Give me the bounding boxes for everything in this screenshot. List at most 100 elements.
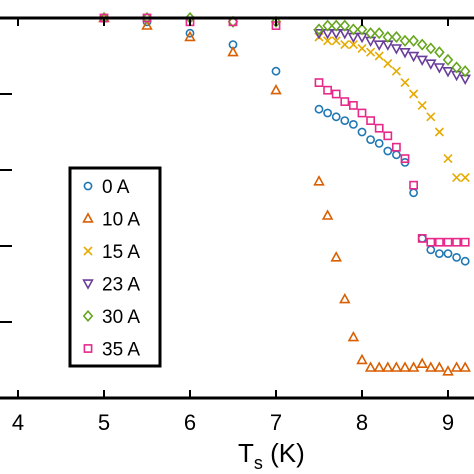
data-point [331,36,341,46]
legend-label: 0 A [102,177,130,198]
data-point [452,252,461,262]
data-point [399,361,411,372]
data-point [390,44,403,55]
data-point [382,30,394,44]
legend-entry: 35 A [83,340,140,361]
data-point [417,233,427,243]
data-point [391,30,402,44]
data-point [399,34,411,47]
data-point [227,45,239,57]
data-point [339,292,351,304]
legend-marker [83,344,93,353]
data-point [460,237,470,247]
legend-marker [82,309,94,323]
x-tick-label: 5 [98,410,110,435]
data-point [434,249,444,258]
data-point [443,237,453,247]
data-point [323,85,332,95]
data-point [425,59,437,70]
data-point [314,78,324,87]
data-point [459,361,471,372]
data-point [417,100,427,110]
data-point [366,135,375,144]
data-point [451,61,462,74]
data-point [426,237,436,247]
x-tick-label: 8 [356,410,368,435]
data-point [323,36,333,46]
data-point [452,237,461,247]
data-point [340,97,350,106]
data-point [390,361,403,372]
data-point [357,127,367,137]
data-point [391,142,401,152]
data-point [425,361,437,372]
data-point [452,173,462,183]
axes-frame [0,16,474,400]
legend-label: 30 A [102,307,140,328]
plot-area [0,11,474,400]
data-point [434,46,445,59]
data-point [348,101,358,110]
data-point [442,365,454,376]
data-point [314,104,324,114]
data-point [442,53,454,66]
legend-label: 35 A [102,340,140,361]
x-tick-label: 6 [184,410,196,435]
x-axis-label: Ts (K) [238,438,305,473]
data-point [184,30,196,42]
data-point [356,353,368,365]
data-point [383,131,393,141]
data-point [340,116,350,125]
data-point [426,112,436,122]
data-point [330,251,342,262]
data-point [433,361,446,372]
data-point [185,28,195,38]
series-30-a [98,11,471,78]
data-point [270,15,282,28]
data-point [366,47,376,57]
data-point [408,34,419,47]
data-point [321,209,334,220]
data-point [348,120,358,129]
data-point [356,23,368,36]
data-point [434,237,444,247]
data-point [434,127,444,137]
data-point [365,27,376,40]
data-point [400,154,410,163]
data-point [331,112,341,122]
x-tick-label: 4 [12,410,24,435]
legend-box [68,166,162,368]
data-point [409,180,418,190]
legend-entry: 30 A [82,307,140,328]
data-point [416,38,428,51]
data-point [357,108,367,118]
data-point [270,83,282,95]
data-point [383,59,393,69]
data-point [442,67,454,78]
data-point [313,175,325,186]
data-point [373,27,385,40]
data-point [407,361,420,372]
data-point [391,150,401,160]
legend-label: 23 A [102,275,140,296]
data-point [426,245,436,255]
data-point [443,249,453,258]
data-point [416,55,428,67]
data-point [460,256,470,266]
data-point [409,188,418,198]
data-point [417,234,427,243]
data-point [340,40,350,50]
data-point [383,146,393,156]
legend-marker [83,181,93,191]
x-axis-label-unit: (K) [263,438,305,468]
data-point [382,361,394,372]
data-point [357,43,367,53]
data-point [391,66,401,76]
legend-entry: 10 A [82,210,140,231]
data-point [348,23,359,36]
legend-label: 15 A [102,242,140,263]
data-point [399,47,411,59]
x-axis-label-main: T [238,438,254,468]
data-point [364,361,377,372]
data-point [322,19,333,32]
